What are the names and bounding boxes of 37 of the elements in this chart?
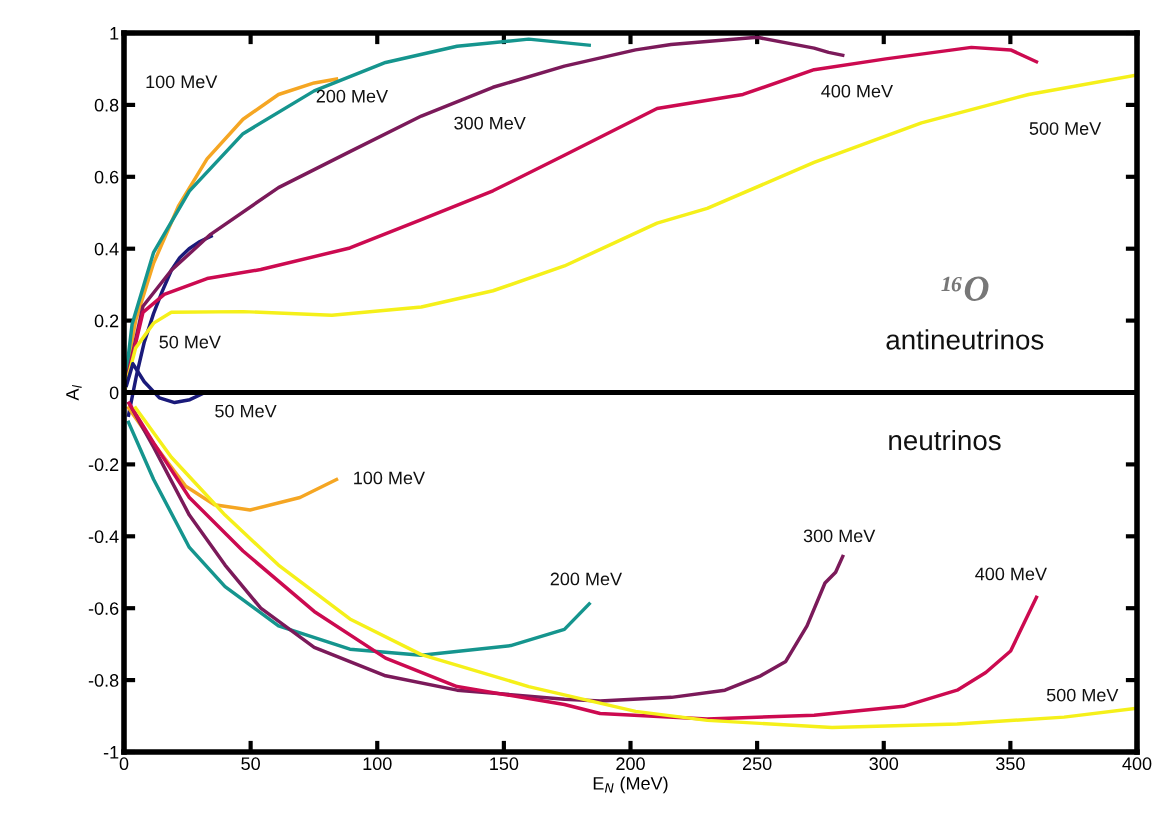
series-label: 50 MeV <box>159 335 221 349</box>
y-tick-label: -1 <box>103 746 119 759</box>
y-axis-title: A$_{l}$ <box>66 384 82 401</box>
text: 100 MeV <box>146 75 218 89</box>
x-tick-label: 350 <box>996 757 1025 771</box>
series-label: 200 MeV <box>550 572 622 586</box>
x-tick-label: 100 <box>363 757 392 771</box>
y-tick-label: -0.2 <box>88 458 119 472</box>
x-tick-label: 400 <box>1122 757 1152 771</box>
x-tick-label: 200 <box>616 757 645 771</box>
annotation: neutrinos <box>889 429 1001 451</box>
series-label: 500 MeV <box>1046 688 1119 702</box>
y-tick-label: 0.2 <box>94 314 119 328</box>
series-label: 100 MeV <box>354 471 425 485</box>
annotation: antineutrinos <box>886 329 1044 350</box>
y-tick-label: -0.4 <box>88 530 119 544</box>
y-tick-label: 1 <box>110 27 119 40</box>
series-label: 50 MeV <box>215 404 277 418</box>
x-tick-label: 150 <box>490 757 519 771</box>
y-tick-label: 0.4 <box>94 242 119 256</box>
y-tick-label: 0.6 <box>94 170 119 184</box>
y-tick-label: -0.8 <box>88 674 119 687</box>
x-tick-label: 300 <box>869 757 899 771</box>
series-label: 500 MeV <box>1029 122 1102 135</box>
series-label: 400 MeV <box>821 84 893 98</box>
y-tick-label: -0.6 <box>88 602 119 615</box>
y-tick-label: 0 <box>109 386 119 400</box>
annotation: ¹⁶O <box>941 276 989 301</box>
x-axis-title: E$_{N}$ (MeV) <box>593 776 668 794</box>
y-tick-label: 0.8 <box>94 98 119 112</box>
x-tick-label: 50 <box>241 757 260 771</box>
series-label: 300 MeV <box>803 529 876 543</box>
series-label: 300 MeV <box>454 116 526 130</box>
series-label: 200 MeV <box>316 89 388 103</box>
x-tick-label: 0 <box>119 757 129 771</box>
x-tick-label: 250 <box>742 757 772 771</box>
series-label: 400 MeV <box>975 567 1047 581</box>
